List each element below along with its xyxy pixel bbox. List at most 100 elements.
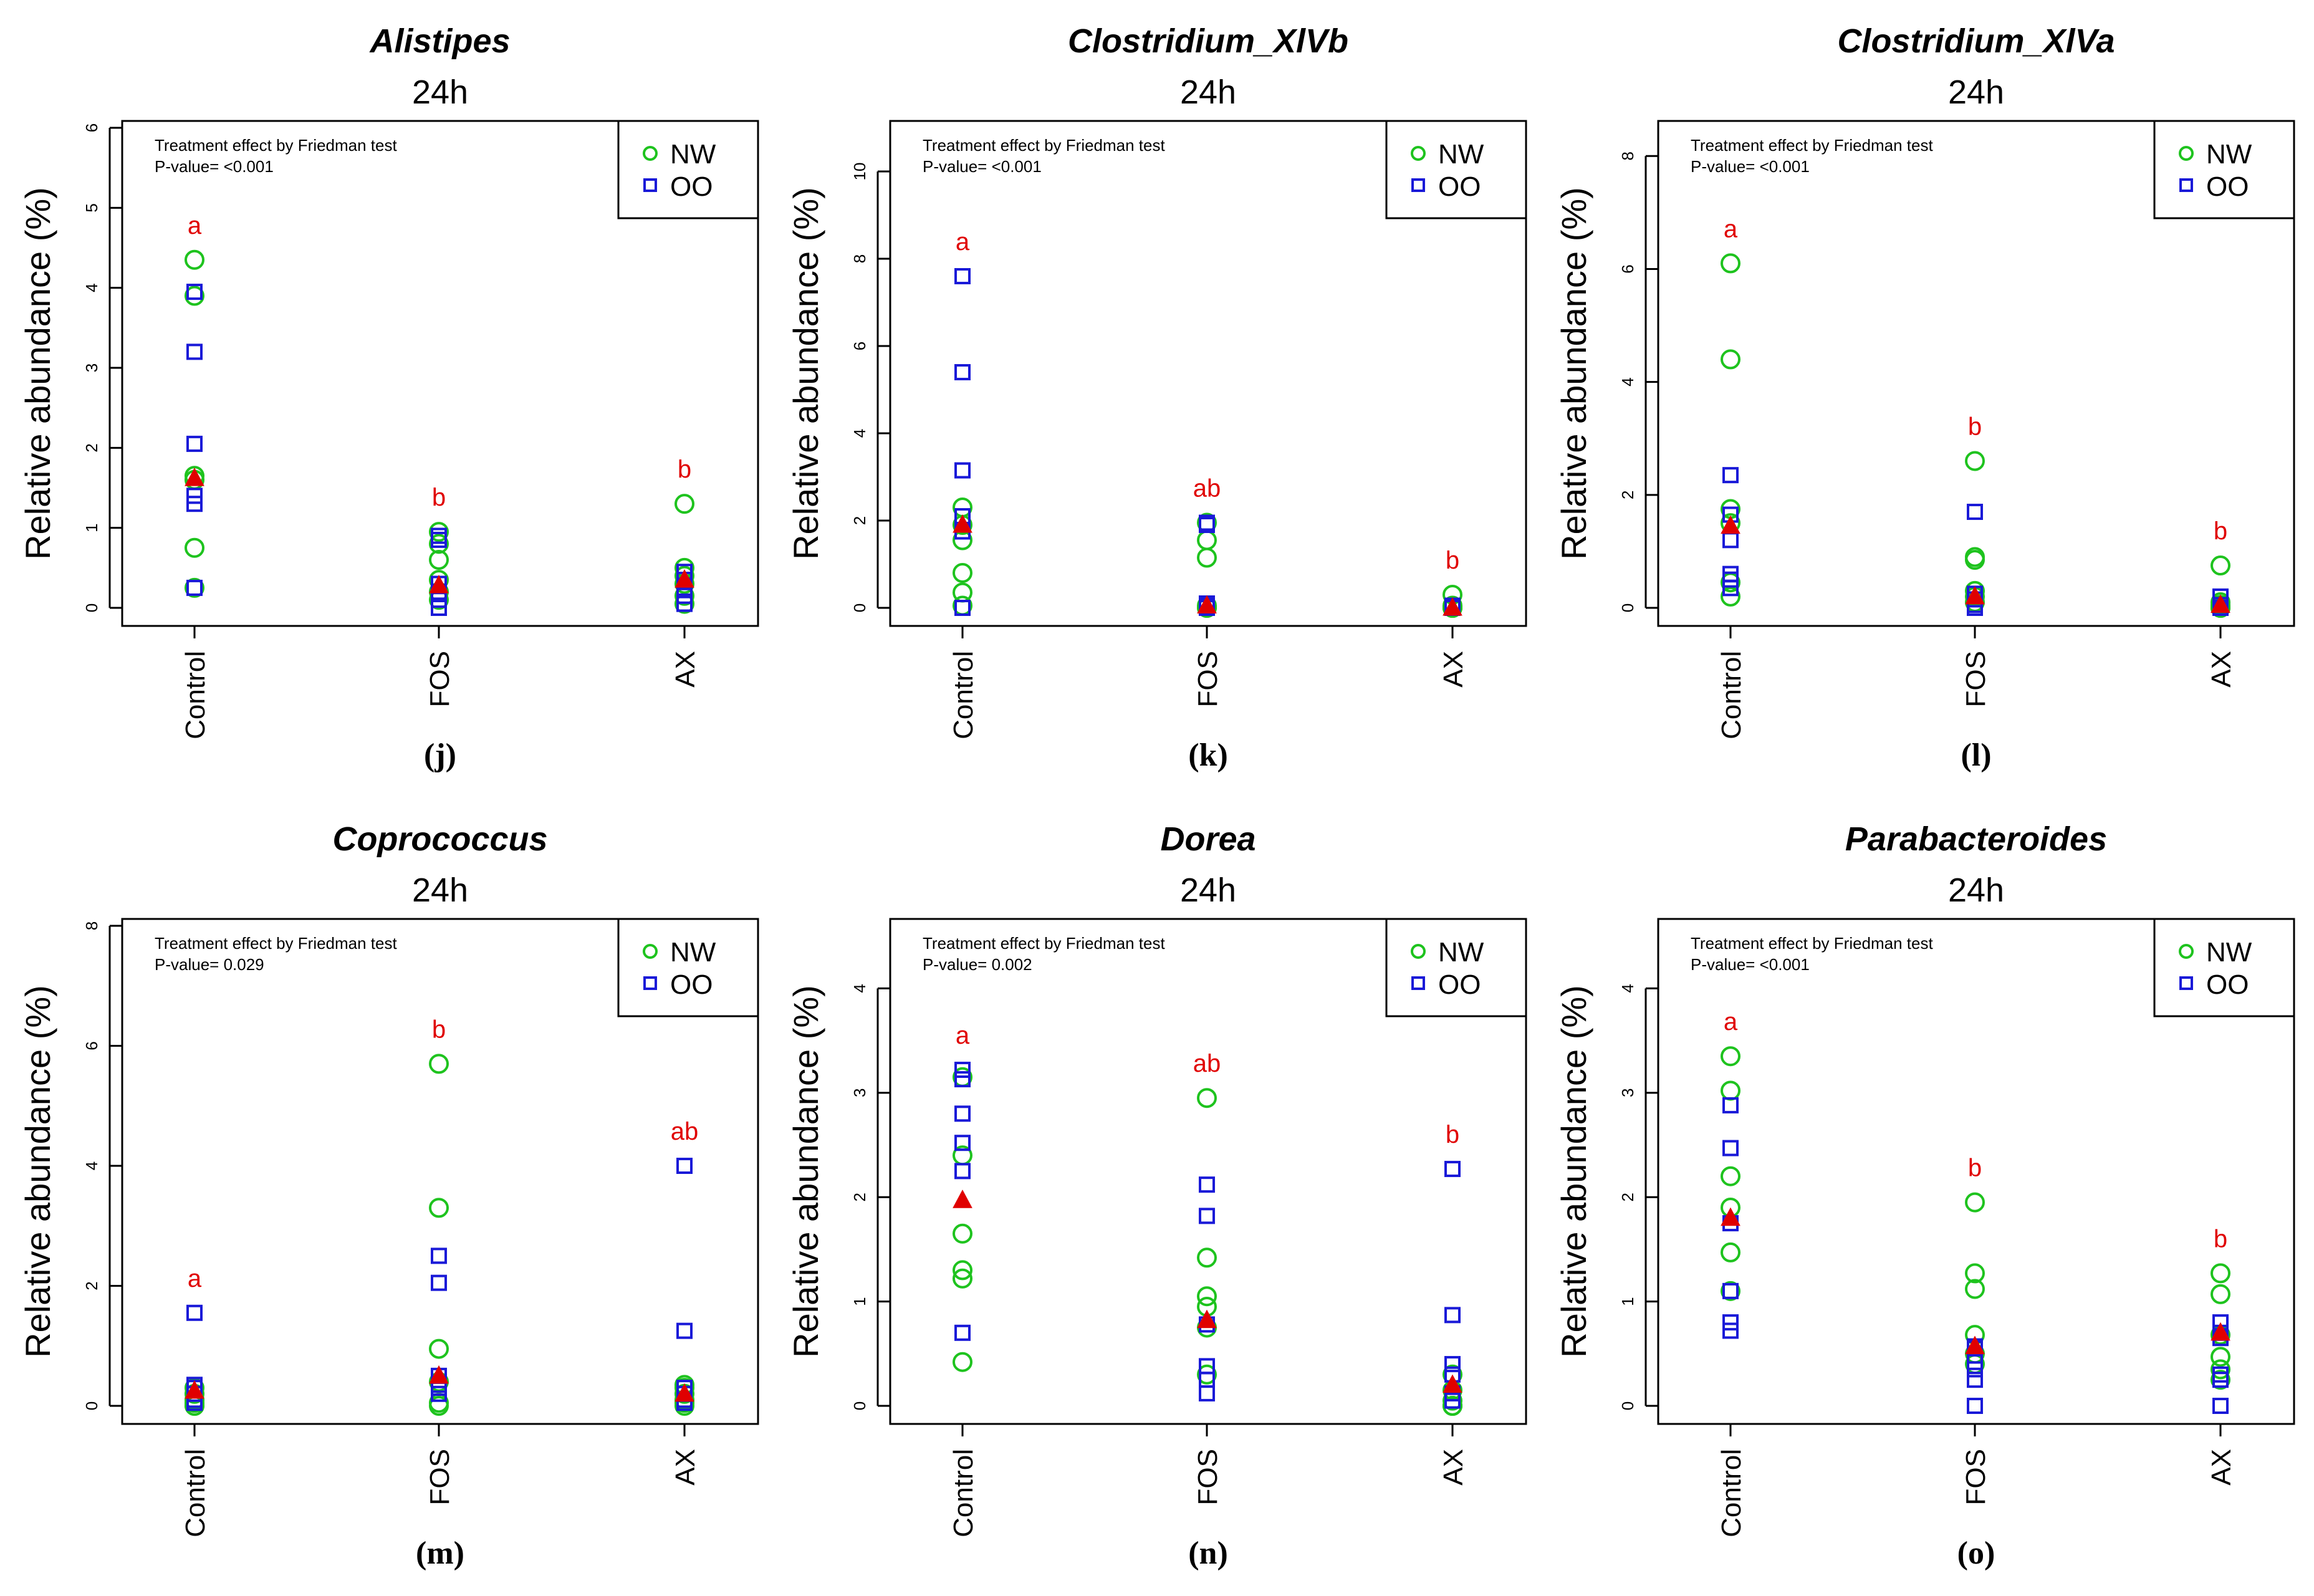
point-nw	[675, 494, 694, 514]
point-nw	[1197, 1364, 1217, 1385]
point-oo	[1444, 1161, 1461, 1178]
point-nw	[1721, 349, 1740, 370]
legend-box	[2153, 120, 2295, 219]
plot-frame	[121, 120, 759, 627]
significance-letter: b	[1968, 1155, 1982, 1182]
point-oo	[954, 1062, 971, 1078]
point-oo	[431, 1247, 447, 1264]
y-tick-label: 4	[1618, 984, 1637, 993]
point-oo	[1199, 517, 1215, 533]
point-nw	[1197, 1088, 1217, 1108]
chart-panel-j: Alistipes 24h Relative abundance (%) 0 1 2 3 4 5…	[18, 22, 759, 773]
y-axis-label: Relative abundance (%)	[1554, 187, 1593, 560]
legend-nw-label: NW	[1438, 937, 1484, 968]
point-oo	[186, 496, 203, 512]
point-nw	[429, 522, 449, 542]
median-marker	[675, 1383, 694, 1402]
test-note: Treatment effect by Friedman test	[923, 136, 1165, 155]
median-marker	[953, 514, 972, 533]
legend-oo-marker	[1411, 178, 1425, 192]
y-tick-label: 0	[850, 603, 869, 612]
y-tick-label: 0	[1618, 603, 1637, 612]
chart-title: Parabacteroides	[1845, 820, 2107, 858]
point-oo	[186, 1304, 203, 1321]
point-oo	[186, 344, 203, 360]
p-value-note: P-value= 0.002	[923, 955, 1032, 974]
point-oo	[186, 579, 203, 596]
legend-nw-marker	[1411, 146, 1426, 161]
x-tick-label: Control	[948, 1449, 979, 1537]
significance-letter: ab	[1193, 1050, 1221, 1077]
significance-letter: a	[1724, 215, 1738, 243]
point-oo	[954, 268, 971, 284]
point-oo	[676, 1322, 693, 1339]
point-nw	[2211, 1347, 2230, 1367]
legend-oo-marker	[2179, 976, 2193, 990]
median-marker	[1965, 585, 1985, 605]
significance-letter: a	[956, 1022, 970, 1049]
y-tick-label: 4	[1618, 377, 1637, 386]
point-nw	[429, 550, 449, 570]
p-value-note: P-value= <0.001	[923, 157, 1042, 176]
significance-letter: b	[432, 484, 446, 511]
chart-title: Clostridium_XlVa	[1837, 22, 2115, 60]
test-note: Treatment effect by Friedman test	[155, 934, 397, 953]
point-nw	[1965, 1263, 1985, 1284]
point-oo	[186, 284, 203, 300]
point-oo	[431, 1274, 447, 1291]
point-nw	[1197, 547, 1217, 568]
point-nw	[1197, 1247, 1217, 1268]
median-marker	[429, 1365, 449, 1384]
legend-nw-marker	[2179, 146, 2194, 161]
x-tick-label: Control	[180, 651, 211, 739]
y-tick-label: 2	[850, 1193, 869, 1201]
median-marker	[675, 569, 694, 588]
p-value-note: P-value= <0.001	[155, 157, 274, 176]
point-nw	[185, 286, 204, 306]
point-nw	[1965, 1279, 1985, 1299]
y-tick-label: 6	[82, 123, 101, 132]
significance-letter: ab	[1193, 475, 1221, 502]
y-tick-label: 2	[850, 516, 869, 525]
point-nw	[429, 534, 449, 554]
x-tick-label: FOS	[425, 1449, 455, 1505]
point-nw	[429, 1198, 449, 1218]
chart-panel-m: Coprococcus 24h Relative abundance (%) 0 2 4 6…	[18, 820, 759, 1571]
test-note: Treatment effect by Friedman test	[923, 934, 1165, 953]
point-oo	[954, 462, 971, 479]
significance-letter: a	[188, 212, 202, 239]
x-tick-label: FOS	[425, 651, 455, 707]
point-nw	[953, 563, 972, 583]
point-nw	[1443, 1396, 1462, 1416]
point-oo	[1722, 1314, 1739, 1331]
point-nw	[1721, 586, 1740, 607]
point-oo	[1722, 571, 1739, 588]
legend-nw-label: NW	[2206, 937, 2252, 968]
chart-subtitle: 24h	[412, 74, 468, 111]
x-tick-label: FOS	[1961, 651, 1991, 707]
y-tick-label: 6	[1618, 264, 1637, 273]
point-nw	[2211, 1359, 2230, 1380]
point-oo	[1722, 1322, 1739, 1339]
point-nw	[1197, 1286, 1217, 1307]
point-nw	[185, 537, 204, 558]
point-oo	[1967, 504, 1983, 520]
significance-letter: a	[188, 1265, 202, 1292]
legend-oo-marker	[2179, 178, 2193, 192]
point-oo	[1722, 1140, 1739, 1156]
y-tick-label: 0	[82, 603, 101, 612]
legend-oo-label: OO	[2206, 171, 2249, 202]
chart-title: Dorea	[1160, 820, 1255, 858]
y-axis-label: Relative abundance (%)	[18, 187, 57, 560]
point-nw	[1721, 1166, 1740, 1186]
y-tick-label: 8	[82, 921, 101, 930]
point-oo	[2212, 1398, 2229, 1414]
y-tick-label: 2	[82, 1281, 101, 1290]
point-nw	[2211, 1284, 2230, 1304]
y-tick-label: 4	[850, 429, 869, 438]
y-tick-label: 3	[850, 1089, 869, 1097]
point-oo	[954, 1071, 971, 1088]
chart-title: Clostridium_XlVb	[1068, 22, 1348, 60]
y-tick-label: 8	[1618, 151, 1637, 160]
